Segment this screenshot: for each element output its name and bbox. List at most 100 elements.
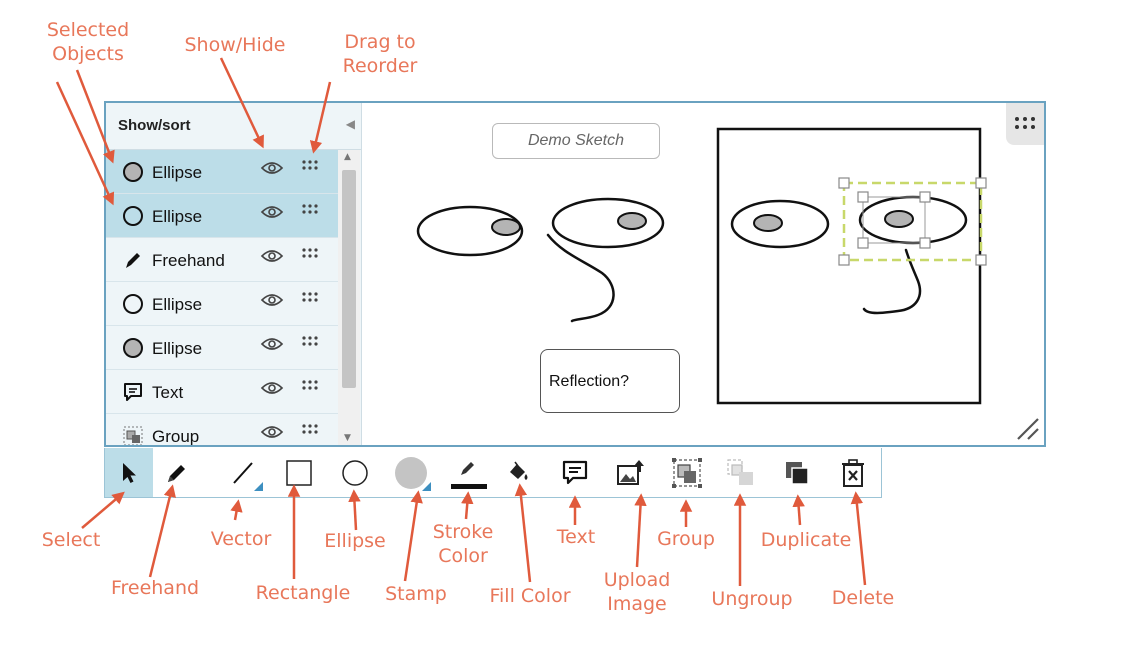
show-sort-panel: Show/sort ◀ Ellipse Ellipse Freehand [106, 103, 362, 445]
annotation-group: Group [657, 528, 715, 550]
demo-sketch-label[interactable]: Demo Sketch [492, 123, 660, 159]
rectangle-icon [286, 459, 312, 486]
group-icon [123, 426, 143, 445]
resize-handle-icon[interactable] [1014, 415, 1040, 441]
panel-header: Show/sort ◀ [106, 103, 361, 150]
drag-handle-icon[interactable] [302, 336, 318, 348]
eye-icon[interactable] [260, 160, 284, 176]
upload-image-button[interactable] [607, 448, 655, 497]
annotation-text: Text [556, 526, 596, 548]
left-face-sketch [416, 197, 665, 323]
drag-handle-icon[interactable] [302, 160, 318, 172]
annotation-rectangle: Rectangle [255, 582, 351, 604]
duplicate-icon [786, 461, 809, 485]
list-item-label: Ellipse [152, 295, 203, 314]
vector-tool-button[interactable] [219, 448, 267, 497]
list-item[interactable]: Ellipse [106, 282, 338, 326]
annotation-ungroup: Ungroup [711, 588, 793, 610]
ellipse-tool-button[interactable] [331, 448, 379, 497]
annotation-duplicate: Duplicate [760, 529, 852, 551]
selection-handles [838, 177, 987, 266]
ungroup-tool-button[interactable] [717, 448, 765, 497]
collapse-panel-icon[interactable]: ◀ [345, 117, 355, 131]
dots-grid-icon [1015, 117, 1035, 129]
list-item[interactable]: Freehand [106, 238, 338, 282]
list-item[interactable]: Ellipse [106, 326, 338, 370]
select-tool-button[interactable] [105, 448, 153, 497]
eye-icon[interactable] [260, 336, 284, 352]
annotation-stroke-color: Stroke Color [432, 521, 494, 567]
stroke-color-button[interactable] [443, 448, 491, 497]
text-tool-button[interactable] [551, 448, 599, 497]
stamp-tool-button[interactable] [387, 448, 435, 497]
outline-circle-icon [123, 206, 143, 226]
eye-icon[interactable] [260, 204, 284, 220]
inner-selection-box [862, 196, 926, 244]
drawing-toolbar [104, 448, 882, 498]
drawing-canvas[interactable]: Demo Sketch [362, 103, 1044, 445]
filled-circle-icon [123, 162, 143, 182]
list-item[interactable]: Ellipse [106, 150, 338, 194]
list-item[interactable]: Text [106, 370, 338, 414]
stroke-color-icon [451, 461, 487, 489]
scroll-down-icon[interactable]: ▼ [344, 433, 351, 443]
sketch-editor: Show/sort ◀ Ellipse Ellipse Freehand [104, 101, 1046, 447]
stamp-options-icon[interactable] [422, 482, 431, 491]
canvas-menu-button[interactable] [1006, 103, 1044, 145]
object-list: Ellipse Ellipse Freehand Ellipse [106, 150, 338, 445]
eye-icon[interactable] [260, 292, 284, 308]
outline-circle-icon [123, 294, 143, 314]
drag-handle-icon[interactable] [302, 380, 318, 392]
vector-line-icon [233, 461, 253, 484]
ungroup-icon [727, 458, 753, 485]
list-item-label: Ellipse [152, 207, 203, 226]
eye-icon[interactable] [260, 380, 284, 396]
reflection-rectangle [716, 127, 982, 405]
delete-tool-button[interactable] [829, 448, 877, 497]
freehand-tool-button[interactable] [153, 448, 201, 497]
list-item-label: Text [152, 383, 184, 402]
duplicate-tool-button[interactable] [773, 448, 821, 497]
text-comment-icon [562, 460, 588, 484]
drag-handle-icon[interactable] [302, 248, 318, 260]
upload-image-icon [617, 459, 644, 485]
vector-options-icon[interactable] [254, 482, 263, 491]
pen-icon [126, 253, 140, 268]
eye-icon[interactable] [260, 424, 284, 440]
drag-handle-icon[interactable] [302, 204, 318, 216]
trash-icon [842, 458, 864, 487]
drag-handle-icon[interactable] [302, 424, 318, 436]
annotation-delete: Delete [831, 587, 895, 609]
scroll-thumb[interactable] [342, 170, 356, 388]
canvas-drawing [416, 127, 987, 405]
annotation-fill-color: Fill Color [489, 585, 571, 607]
annotation-select: Select [41, 529, 101, 551]
list-item-label: Group [152, 427, 200, 445]
panel-title: Show/sort [118, 117, 191, 134]
fill-bucket-icon [510, 461, 528, 480]
ellipse-icon [342, 459, 368, 486]
panel-scrollbar[interactable]: ▲ ▼ [338, 150, 360, 445]
annotation-drag-to-reorder: Drag to Reorder [342, 31, 418, 77]
comment-icon [124, 383, 142, 401]
group-icon [672, 457, 702, 488]
eye-icon[interactable] [260, 248, 284, 264]
annotation-selected-objects: Selected Objects [46, 19, 130, 65]
scroll-up-icon[interactable]: ▲ [344, 152, 351, 162]
fill-color-button[interactable] [495, 448, 543, 497]
list-item[interactable]: Group [106, 414, 338, 445]
drag-handle-icon[interactable] [302, 292, 318, 304]
annotation-ellipse: Ellipse [324, 530, 386, 552]
stamp-icon [395, 456, 427, 489]
annotation-show-hide: Show/Hide [184, 34, 286, 56]
group-selection-box [842, 181, 983, 262]
reflection-text-box[interactable]: Reflection? [540, 349, 680, 413]
group-tool-button[interactable] [663, 448, 711, 497]
list-item-label: Freehand [152, 251, 225, 270]
list-item[interactable]: Ellipse [106, 194, 338, 238]
annotation-freehand: Freehand [110, 577, 200, 599]
filled-circle-icon [123, 338, 143, 358]
pencil-icon [168, 464, 185, 482]
rectangle-tool-button[interactable] [275, 448, 323, 497]
select-arrow-icon [123, 462, 136, 483]
